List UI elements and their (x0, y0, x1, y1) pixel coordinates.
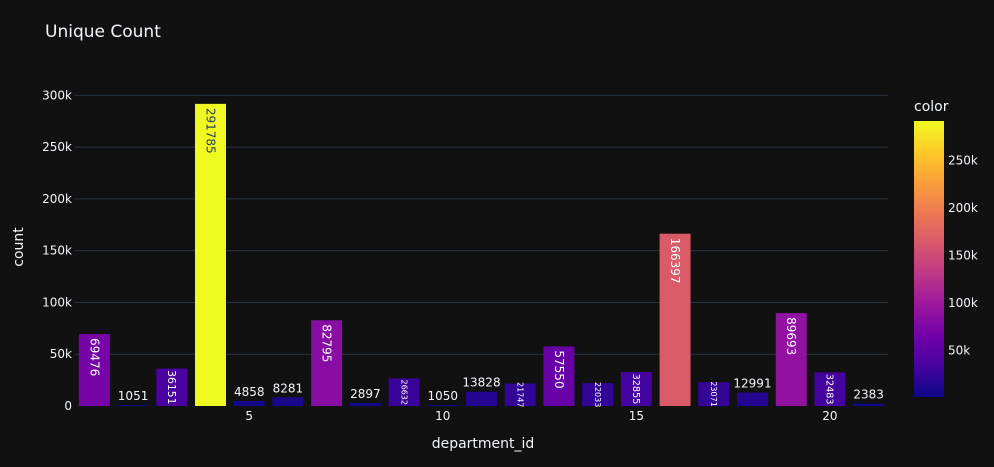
x-tick-label: 20 (822, 409, 837, 423)
bar-value-label: 1051 (118, 389, 149, 403)
bar (814, 372, 846, 406)
bar (698, 382, 730, 406)
bar-value-label: 166397 (668, 238, 682, 284)
x-tick-label: 5 (245, 409, 253, 423)
chart-title: Unique Count (45, 22, 161, 42)
y-tick-label: 0 (64, 399, 72, 413)
bar-value-label: 8281 (273, 381, 304, 395)
colorbar-gradient (914, 121, 944, 397)
bar-value-label: 4858 (234, 385, 265, 399)
bars (78, 103, 885, 407)
bar (272, 397, 304, 406)
bar-value-label: 2897 (350, 387, 381, 401)
colorbar-tick-label: 250k (948, 154, 978, 168)
y-tick-label: 300k (42, 88, 72, 102)
colorbar-title: color (914, 99, 949, 115)
bar-value-label: 69476 (87, 338, 101, 376)
bar (233, 400, 265, 406)
bar-value-label: 291785 (204, 108, 218, 154)
bar-value-label: 23071 (709, 381, 718, 406)
colorbar: color 50k 100k 150k 200k 250k (914, 99, 978, 397)
colorbar-tick-label: 100k (948, 296, 978, 310)
colorbar-tick-label: 50k (948, 344, 970, 358)
y-tick-label: 100k (42, 295, 72, 309)
y-tick-label: 150k (42, 244, 72, 258)
bar (466, 391, 497, 406)
bar (117, 404, 149, 406)
bar-value-label: 22033 (593, 382, 602, 407)
bar (659, 233, 691, 406)
bar-value-label: 1050 (428, 389, 459, 403)
bar (195, 103, 226, 407)
bar-value-label: 13828 (462, 376, 500, 390)
colorbar-tick-label: 150k (948, 249, 978, 263)
bar (156, 368, 188, 406)
x-tick-label: 15 (629, 409, 644, 423)
bar (311, 320, 343, 406)
bar (427, 404, 459, 406)
bar (582, 383, 614, 406)
y-tick-label: 250k (42, 140, 72, 154)
bar-value-label: 26632 (399, 379, 408, 404)
x-axis-ticks: 5 10 15 20 (245, 409, 837, 423)
bar (78, 334, 110, 406)
bar-value-label: 21747 (515, 382, 524, 407)
colorbar-tick-label: 200k (948, 201, 978, 215)
bar (775, 313, 807, 406)
bar (737, 392, 768, 406)
bar (620, 371, 652, 406)
y-tick-label: 50k (50, 347, 72, 361)
bar-value-label: 2383 (853, 388, 884, 402)
bar-value-label: 32855 (630, 374, 641, 405)
bar-value-label: 89693 (784, 317, 798, 355)
x-axis-title: department_id (432, 436, 535, 452)
colorbar-ticks: 50k 100k 150k 200k 250k (948, 154, 978, 358)
bar-value-label: 82795 (320, 324, 334, 362)
bar-value-labels: 69476 1051 36151 291785 4858 8281 82795 2897 266… (87, 108, 884, 408)
y-axis-title: count (11, 227, 27, 267)
bar-value-label: 36151 (165, 370, 178, 404)
y-axis-ticks: 0 50k 100k 150k 200k 250k 300k (42, 88, 72, 413)
x-tick-label: 10 (435, 409, 450, 423)
bar (388, 378, 420, 406)
y-tick-label: 200k (42, 192, 72, 206)
bar-value-label: 12991 (733, 377, 771, 391)
bar-value-label: 57550 (552, 350, 566, 388)
bar (853, 403, 885, 406)
bar (543, 346, 575, 406)
bar (504, 383, 536, 406)
bar (349, 403, 381, 406)
bar-value-label: 32483 (824, 374, 835, 405)
